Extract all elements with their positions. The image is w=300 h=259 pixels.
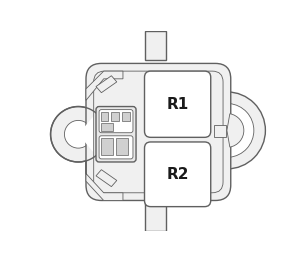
Text: R2: R2 [167,167,189,182]
Circle shape [51,106,106,162]
FancyBboxPatch shape [96,106,136,162]
Bar [100,124,113,131]
FancyBboxPatch shape [99,136,133,159]
Wedge shape [227,104,254,157]
Polygon shape [86,71,123,100]
Text: R1: R1 [167,97,189,112]
FancyBboxPatch shape [145,71,211,137]
Bar [214,125,226,137]
FancyBboxPatch shape [145,142,211,207]
Bar [122,112,130,121]
Polygon shape [96,76,117,93]
FancyBboxPatch shape [94,71,223,193]
Bar [116,138,128,155]
Bar [145,201,166,231]
Bar [111,112,119,121]
Polygon shape [96,170,117,187]
FancyBboxPatch shape [86,63,231,200]
Circle shape [64,120,92,148]
Wedge shape [78,112,108,157]
Polygon shape [86,160,123,200]
Bar [100,112,108,121]
FancyBboxPatch shape [99,110,133,133]
Wedge shape [227,92,266,169]
Bar [145,31,166,60]
Wedge shape [227,114,244,147]
Bar [100,138,113,155]
